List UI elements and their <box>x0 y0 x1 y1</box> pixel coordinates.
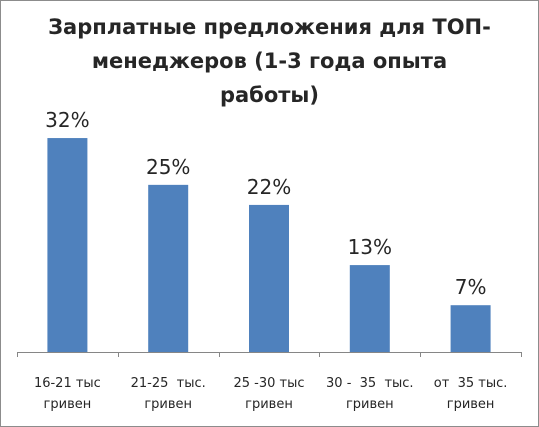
data-label: 22% <box>247 175 291 199</box>
chart-title-line-3: работы) <box>219 83 320 107</box>
bar <box>349 265 390 352</box>
bar <box>450 305 491 352</box>
chart-title-line-2: менеджеров (1-3 года опыта <box>91 49 448 73</box>
category-tick-label: 21-25 тыс. <box>131 376 206 391</box>
category-tick-label: гривен <box>44 397 92 412</box>
data-label: 32% <box>45 108 89 132</box>
data-label: 25% <box>146 155 190 179</box>
chart-title-line-1: Зарплатные предложения для ТОП- <box>48 15 491 39</box>
category-tick-label: 30 - 35 тыс. <box>326 376 414 391</box>
category-tick-label: 25 -30 тыс <box>233 376 304 391</box>
category-tick-label: гривен <box>245 397 293 412</box>
data-label: 7% <box>455 275 487 299</box>
bar <box>148 184 189 352</box>
chart-title: Зарплатные предложения для ТОП- менеджер… <box>0 10 539 112</box>
data-label: 13% <box>348 235 392 259</box>
category-tick-label: гривен <box>144 397 192 412</box>
bar <box>249 204 289 352</box>
category-tick-label: гривен <box>346 397 394 412</box>
category-tick-label: от 35 тыс. <box>434 376 508 391</box>
category-tick-label: гривен <box>447 397 495 412</box>
bar <box>47 138 88 352</box>
category-tick-label: 16-21 тыс <box>34 376 101 391</box>
